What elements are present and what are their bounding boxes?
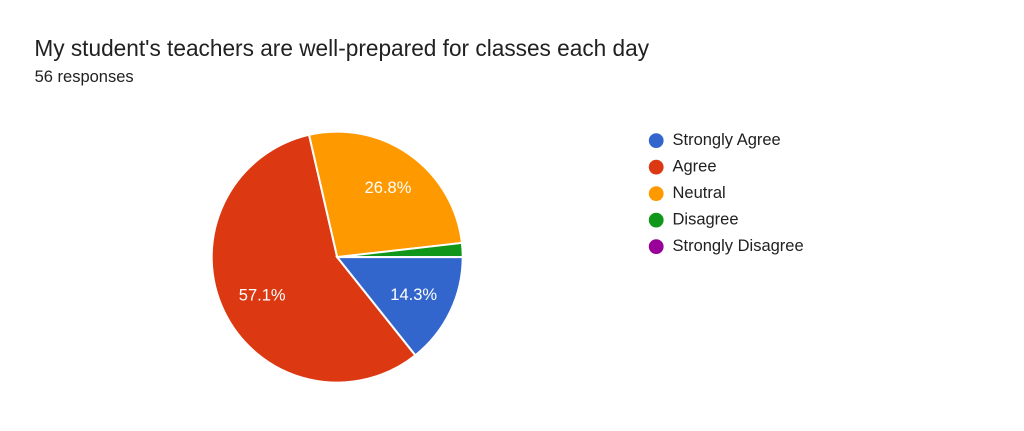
svg-text:26.8%: 26.8% [365,179,412,197]
svg-text:Strongly Agree: Strongly Agree [673,131,781,149]
svg-text:Disagree: Disagree [673,211,739,229]
svg-text:14.3%: 14.3% [390,286,437,304]
svg-text:Neutral: Neutral [673,184,726,202]
svg-text:Agree: Agree [673,158,717,176]
svg-text:Strongly Disagree: Strongly Disagree [673,237,804,255]
svg-text:57.1%: 57.1% [239,286,286,304]
